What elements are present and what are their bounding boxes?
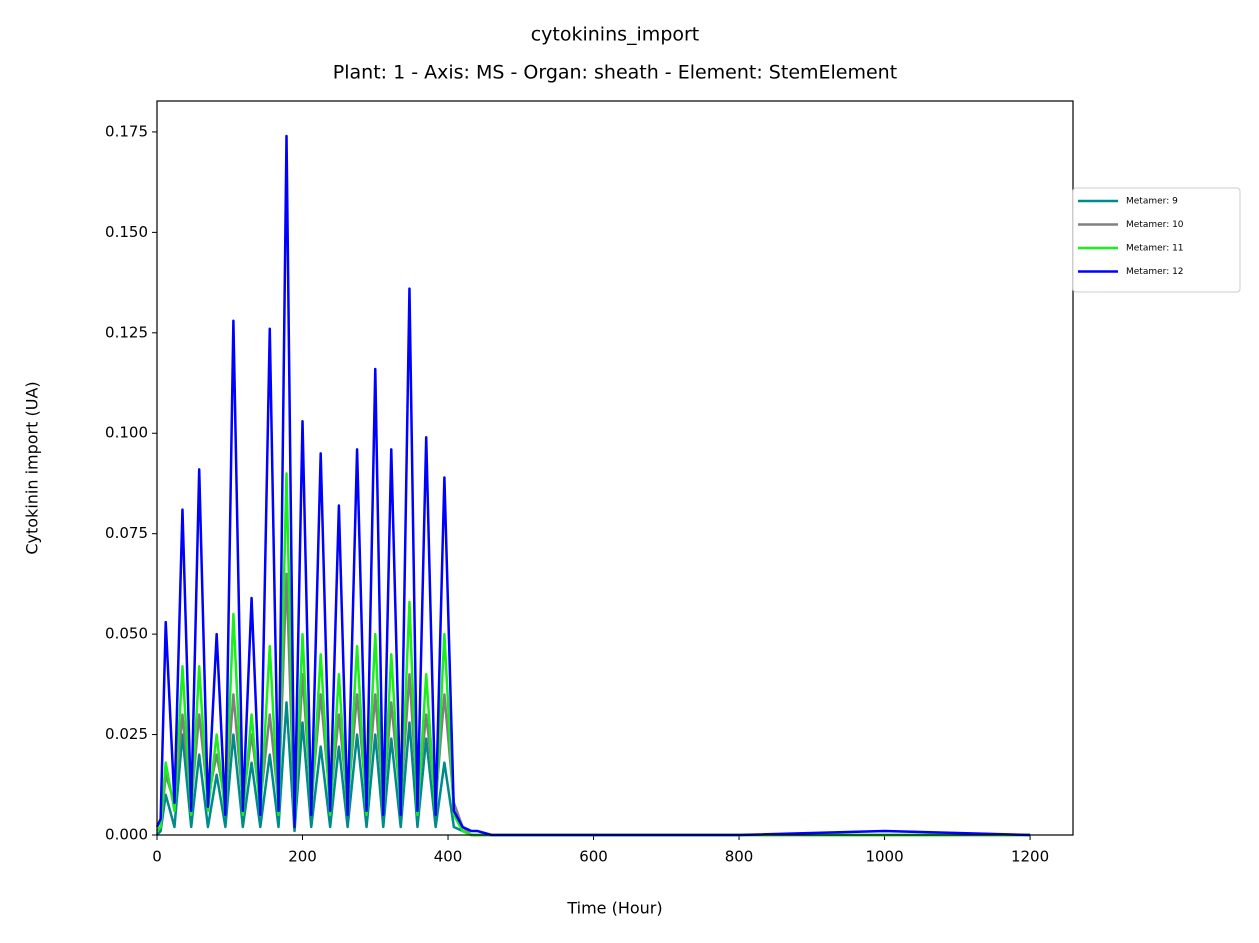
y-tick-label: 0.150	[105, 223, 148, 241]
legend-label: Metamer: 9	[1126, 197, 1178, 207]
y-tick-label: 0.000	[105, 826, 148, 844]
chart-subtitle: Plant: 1 - Axis: MS - Organ: sheath - El…	[333, 62, 897, 84]
x-tick-label: 400	[434, 848, 463, 866]
y-tick-label: 0.100	[105, 424, 148, 442]
series-line	[155, 134, 1031, 837]
y-tick-label: 0.175	[105, 122, 148, 140]
y-tick-label: 0.075	[105, 524, 148, 542]
x-tick-label: 200	[288, 848, 317, 866]
x-tick-label: 0	[152, 848, 162, 866]
legend-label: Metamer: 11	[1126, 244, 1184, 254]
series-line	[156, 701, 1031, 837]
y-tick-label: 0.125	[105, 323, 148, 341]
chart-title: cytokinins_import	[531, 24, 700, 46]
x-tick-label: 600	[579, 848, 608, 866]
y-tick-label: 0.025	[105, 725, 148, 743]
x-tick-label: 1000	[865, 848, 903, 866]
x-tick-label: 1200	[1011, 848, 1049, 866]
legend-box	[1072, 187, 1241, 293]
y-axis-label: Cytokinin import (UA)	[23, 381, 42, 554]
y-tick-label: 0.050	[105, 625, 148, 643]
x-axis-label: Time (Hour)	[566, 899, 662, 918]
x-tick-label: 800	[725, 848, 754, 866]
legend-label: Metamer: 10	[1126, 220, 1184, 230]
legend-label: Metamer: 12	[1126, 267, 1184, 277]
plot-frame	[156, 100, 1074, 836]
series-line	[156, 572, 1031, 837]
